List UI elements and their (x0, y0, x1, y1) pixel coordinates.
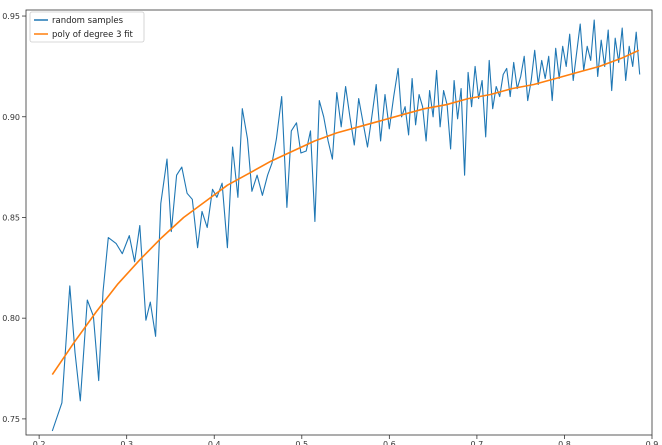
x-tick-label: 0.7 (471, 440, 484, 445)
legend-label-poly-fit: poly of degree 3 fit (52, 30, 134, 40)
x-tick-label: 0.5 (295, 440, 308, 445)
legend-box (29, 11, 145, 43)
x-tick-label: 0.2 (33, 440, 46, 445)
series-line-poly-fit (51, 49, 640, 376)
axes-frame (25, 9, 653, 436)
x-tick-label: 0.9 (646, 440, 659, 445)
legend-label-random-samples: random samples (52, 16, 124, 26)
y-tick-label: 0.90 (2, 113, 20, 122)
x-tick-label: 0.3 (120, 440, 133, 445)
axes-layer: 0.75 0.80 0.85 0.90 0.95 0.2 0.3 0.4 0.5 0.6 0.7 0.… (2, 9, 659, 445)
y-tick-label: 0.85 (2, 213, 20, 222)
x-tick-label: 0.8 (558, 440, 571, 445)
x-tick-label: 0.6 (383, 440, 396, 445)
y-tick-label: 0.75 (2, 415, 20, 424)
series-layer (51, 19, 641, 432)
y-tick-label: 0.80 (2, 314, 20, 323)
y-tick-label: 0.95 (2, 12, 20, 21)
series-line-random-samples (51, 19, 641, 432)
x-tick-label: 0.4 (208, 440, 221, 445)
legend: random samples poly of degree 3 fit (29, 11, 145, 43)
